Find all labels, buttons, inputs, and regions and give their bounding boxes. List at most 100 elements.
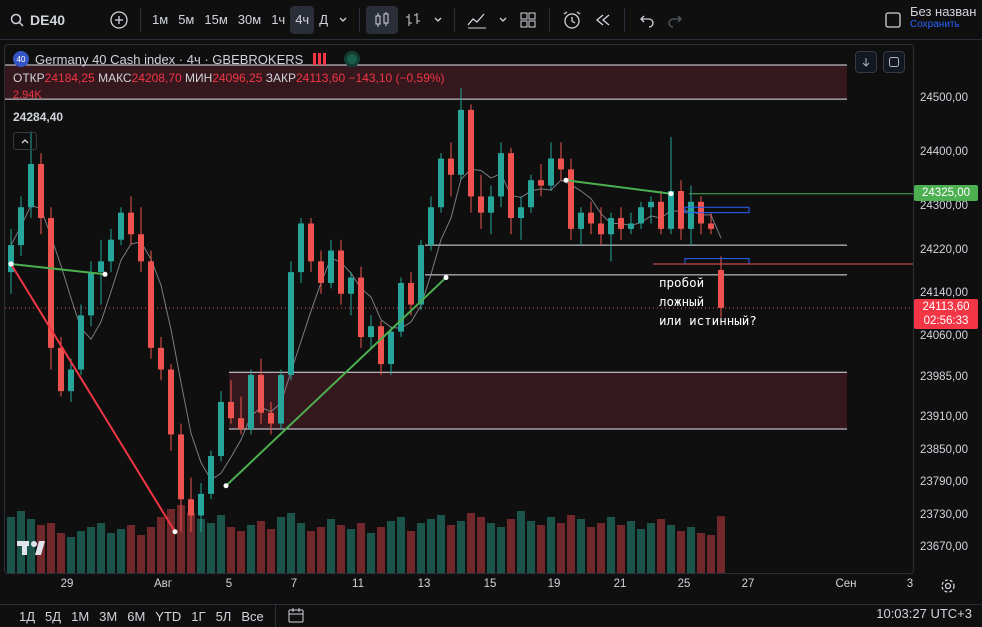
candle-body — [598, 223, 604, 235]
candle-body — [448, 158, 454, 175]
replay-button[interactable] — [588, 6, 618, 34]
candle-body — [18, 207, 24, 246]
alert-price-badge[interactable]: 24325,00 — [914, 184, 978, 201]
alert-button[interactable] — [556, 6, 588, 34]
candle-body — [38, 163, 44, 219]
interval-30m[interactable]: 30м — [237, 12, 262, 27]
candle-body — [338, 250, 344, 294]
chart-settings-button[interactable] — [938, 576, 958, 596]
volume-bar — [647, 523, 655, 573]
time-axis[interactable]: 29 Авг 5 7 11 13 15 19 21 25 27 Сен 3 — [4, 574, 914, 598]
chart-text-note[interactable]: пробой ложный или истинный? — [659, 273, 757, 330]
interval-5m[interactable]: 5м — [178, 12, 195, 27]
volume-bar — [437, 515, 445, 573]
range-ytd[interactable]: YTD — [155, 608, 182, 624]
candle-body — [508, 153, 514, 219]
range-1m[interactable]: 1М — [71, 608, 90, 624]
volume-bar — [687, 527, 695, 573]
undo-button[interactable] — [631, 6, 661, 34]
candle-body — [128, 212, 134, 235]
legend-title[interactable]: Germany 40 Cash index · 4ч · GBEBROKERS — [35, 51, 304, 67]
indicators-dropdown-button[interactable] — [493, 6, 513, 34]
legend-collapse-button[interactable] — [13, 132, 37, 150]
bars-style-button[interactable] — [398, 6, 428, 34]
volume-bar — [387, 521, 395, 573]
rectangle-drawing-blue — [684, 258, 750, 265]
volume-bar — [697, 533, 705, 573]
interval-1d[interactable]: Д — [319, 12, 329, 27]
candles-style-button[interactable] — [366, 5, 399, 34]
volume-bar — [207, 523, 215, 573]
last-price-value: 24113,60 — [922, 301, 970, 314]
last-price-badge[interactable]: 24113,60 02:56:33 — [914, 299, 978, 330]
volume-bar — [357, 523, 365, 573]
indicators-button[interactable] — [461, 6, 493, 34]
time-tick-label: 19 — [547, 578, 561, 590]
timezone-clock[interactable]: 10:03:27 UTC+3 — [876, 606, 972, 621]
range-5y[interactable]: 5Л — [215, 608, 232, 624]
redo-button[interactable] — [661, 6, 691, 34]
volume-bar — [407, 531, 415, 573]
interval-4h[interactable]: 4ч — [290, 5, 315, 34]
time-tick-label: 3 — [906, 578, 914, 590]
trendline-green-1 — [10, 263, 106, 276]
volume-bar — [237, 531, 245, 573]
layout-name-button[interactable]: Без назван Сохранить — [910, 4, 982, 30]
volume-bar — [247, 525, 255, 573]
range-1y[interactable]: 1Г — [191, 608, 206, 624]
price-tick-label: 24500,00 — [920, 92, 968, 105]
interval-1h[interactable]: 1ч — [271, 12, 286, 27]
interval-15m[interactable]: 15м — [204, 12, 228, 27]
legend-title-row: 40 Germany 40 Cash index · 4ч · GBEBROKE… — [13, 51, 445, 67]
range-5d[interactable]: 5Д — [45, 608, 62, 624]
symbol-search-button[interactable]: DE40 — [0, 6, 70, 34]
time-tick-label: 5 — [225, 578, 233, 590]
candle-body — [638, 207, 644, 224]
volume-bar — [227, 527, 235, 573]
volume-bar — [447, 525, 455, 573]
candle-body — [438, 158, 444, 208]
chart-canvas[interactable] — [5, 45, 914, 574]
compare-add-button[interactable] — [104, 6, 134, 34]
candle-body — [588, 212, 594, 224]
volume-bar — [47, 523, 55, 573]
volume-bar — [107, 533, 115, 573]
volume-bar — [617, 525, 625, 573]
price-tick-label: 24140,00 — [920, 286, 968, 299]
symbol-logo-icon: 40 — [13, 51, 29, 67]
market-closed-icon — [313, 53, 328, 65]
range-all[interactable]: Все — [241, 608, 264, 624]
candle-body — [248, 374, 254, 429]
chart-pane[interactable]: 40 Germany 40 Cash index · 4ч · GBEBROKE… — [4, 44, 914, 574]
close-value: 24113,60 — [295, 71, 346, 85]
price-tick-label: 23850,00 — [920, 443, 968, 456]
high-label: МАКС — [98, 71, 132, 85]
range-3m[interactable]: 3М — [99, 608, 118, 624]
candle-body — [498, 153, 504, 197]
separator — [274, 604, 276, 627]
tradingview-logo-icon[interactable] — [17, 539, 51, 562]
price-axis[interactable]: 24500,00 24400,00 24300,00 24220,00 24140,00… — [914, 44, 982, 574]
scroll-down-button[interactable] — [855, 51, 877, 73]
chart-type-dropdown-button[interactable] — [428, 6, 448, 34]
date-range-button[interactable] — [282, 607, 310, 626]
time-tick-label: 29 — [60, 578, 74, 590]
layout-toggle-button[interactable] — [878, 6, 908, 34]
candle-body — [578, 212, 584, 229]
volume-bar — [287, 513, 295, 573]
candle-body — [718, 269, 724, 308]
interval-dropdown-button[interactable] — [333, 6, 353, 34]
range-6m[interactable]: 6М — [127, 608, 146, 624]
candle-body — [558, 158, 564, 170]
volume-bar — [577, 519, 585, 573]
rewind-icon — [596, 14, 610, 25]
price-tick-label: 24400,00 — [920, 146, 968, 159]
open-value: 24184,25 — [44, 71, 95, 85]
fullscreen-button[interactable] — [883, 51, 905, 73]
candle-body — [308, 223, 314, 262]
chart-corner-buttons — [855, 51, 905, 73]
candle-body — [218, 401, 224, 457]
range-1d[interactable]: 1Д — [19, 608, 36, 624]
layout-grid-button[interactable] — [513, 6, 543, 34]
interval-1m[interactable]: 1м — [152, 12, 169, 27]
